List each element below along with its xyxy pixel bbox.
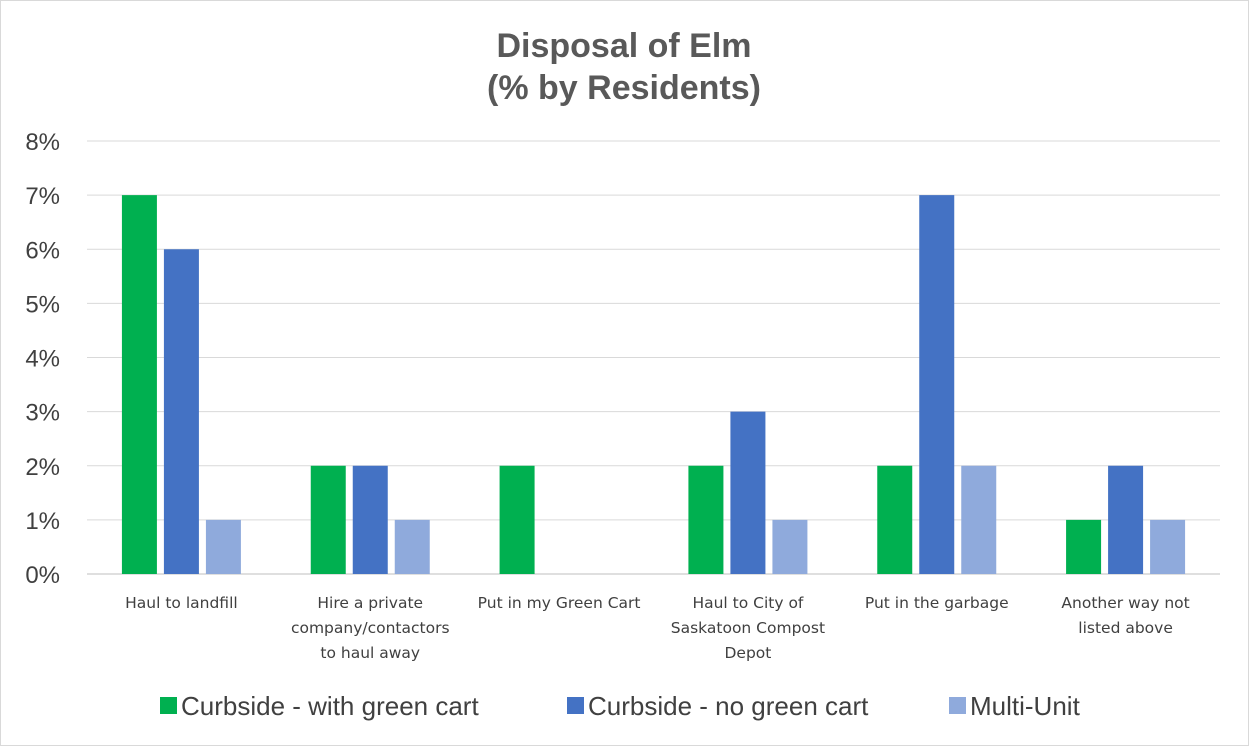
bar-2-4 [961,465,997,574]
bars [121,195,1186,574]
y-tick-label: 3% [25,400,60,427]
bar-1-0 [163,249,199,574]
bar-0-4 [877,465,913,574]
y-tick-label: 4% [25,346,60,373]
x-category-label-line: Haul to City of [692,594,803,612]
legend-label: Curbside - no green cart [588,691,869,721]
y-tick-label: 7% [25,183,60,210]
legend: Curbside - with green cart Curbside - no … [160,691,1081,721]
x-category-label: Haul to City of Saskatoon Compost Depot [671,594,825,662]
bar-0-5 [1066,519,1102,574]
x-category-label: Put in my Green Cart [478,594,641,612]
x-axis-category-labels: Haul to landfill Hire a private company/co… [125,594,1190,662]
chart-title: Disposal of Elm (% by Residents) [487,27,761,107]
bar-0-3 [688,465,724,574]
y-tick-label: 1% [25,508,60,535]
x-category-label-line: Another way not [1061,594,1189,612]
x-category-label-line: to haul away [320,644,420,662]
legend-label: Multi-Unit [970,691,1081,721]
bar-1-3 [730,411,766,574]
x-category-label-line: Hire a private [317,594,423,612]
legend-swatch [949,697,966,714]
x-category-label-line: Put in my Green Cart [478,594,641,612]
x-category-label: Put in the garbage [865,594,1009,612]
x-category-label-line: Saskatoon Compost [671,619,825,637]
legend-swatch [160,697,177,714]
x-category-label: Hire a private company/contactors to haul … [291,594,450,662]
bar-1-1 [352,465,388,574]
chart-title-line-1: Disposal of Elm [496,27,751,65]
x-category-label-line: Depot [724,644,771,662]
y-tick-label: 8% [25,129,60,156]
x-category-label: Another way not listed above [1061,594,1189,637]
x-category-label-line: Put in the garbage [865,594,1009,612]
x-category-label-line: company/contactors [291,619,450,637]
x-category-label-line: Haul to landfill [125,594,238,612]
chart-title-line-2: (% by Residents) [487,69,761,107]
bar-1-5 [1108,465,1144,574]
bar-2-5 [1150,519,1186,574]
x-category-label-line: listed above [1078,619,1173,637]
bar-0-0 [121,195,157,574]
legend-label: Curbside - with green cart [181,691,479,721]
bar-2-1 [394,519,430,574]
bar-2-0 [205,519,241,574]
bar-2-3 [772,519,808,574]
bar-0-1 [310,465,346,574]
bar-0-2 [499,465,535,574]
bar-1-4 [919,195,955,574]
legend-swatch [567,697,584,714]
y-axis-tick-labels: 0% 1% 2% 3% 4% 5% 6% 7% 8% [25,129,60,589]
y-tick-label: 6% [25,237,60,264]
gridlines [87,140,1220,575]
y-tick-label: 5% [25,291,60,318]
y-tick-label: 0% [25,562,60,589]
y-tick-label: 2% [25,454,60,481]
x-category-label: Haul to landfill [125,594,238,612]
